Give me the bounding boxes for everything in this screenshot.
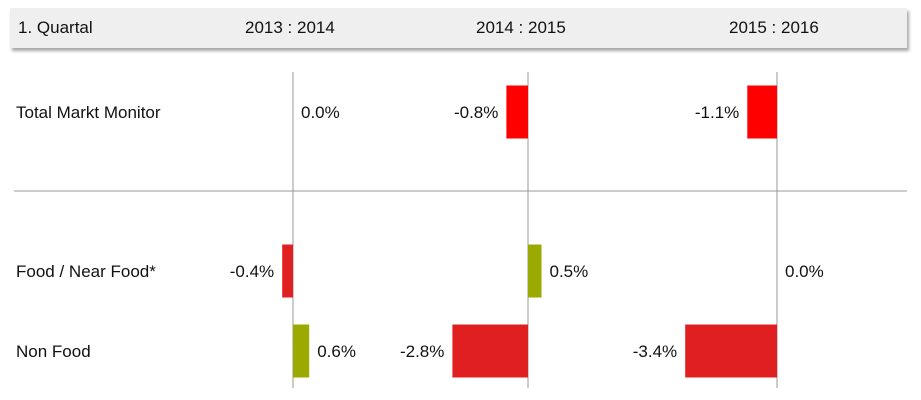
data-label-1-2: -0.4% [230,262,274,281]
header-bar [10,8,907,48]
header-title: 1. Quartal [18,18,93,37]
row-label-nonfood: Non Food [16,342,91,361]
data-label-2-2: 0.5% [550,262,589,281]
header-period-3: 2015 : 2016 [729,18,819,37]
bar-1-2 [282,244,293,298]
header-period-2: 2014 : 2015 [476,18,566,37]
bar-2-1 [506,85,528,139]
data-label-2-3: -2.8% [400,342,444,361]
header-period-1: 2013 : 2014 [245,18,335,37]
data-label-3-1: -1.1% [695,103,739,122]
bar-3-1 [747,85,777,139]
bar-2-3 [452,324,528,378]
row-label-total: Total Markt Monitor [16,103,161,122]
row-label-food: Food / Near Food* [16,262,156,281]
data-label-1-3: 0.6% [317,342,356,361]
bar-2-2 [528,244,542,298]
data-label-3-2: 0.0% [785,262,824,281]
data-label-3-3: -3.4% [633,342,677,361]
bar-3-3 [685,324,777,378]
bar-1-3 [293,324,310,378]
data-label-1-1: 0.0% [301,103,340,122]
data-label-2-1: -0.8% [454,103,498,122]
